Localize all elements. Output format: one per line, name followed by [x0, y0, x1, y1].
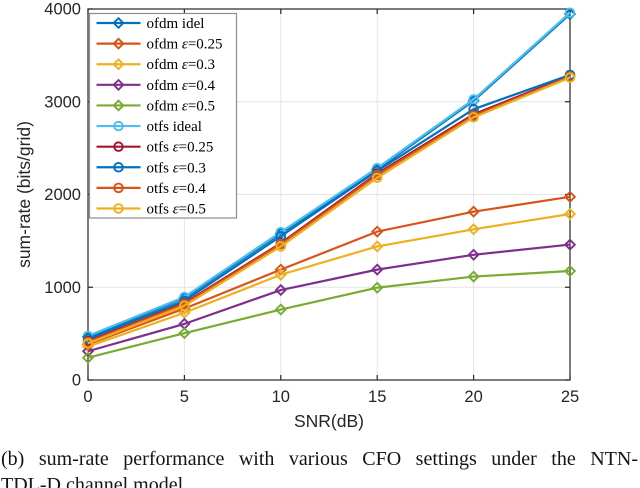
x-tick-label: 10 [272, 388, 290, 406]
figure-caption-line1: (b) sum-rate performance with various CF… [1, 448, 638, 470]
legend-entry: ofdm ε=0.4 [96, 78, 216, 94]
data-point-marker [467, 223, 480, 236]
series-line [87, 11, 571, 337]
legend-entry: otfs ε=0.4 [96, 181, 207, 197]
legend-marker [112, 78, 125, 91]
data-point-marker [371, 225, 384, 238]
data-point-marker [468, 112, 479, 123]
y-tick-label: 1000 [44, 279, 81, 297]
series-ofdm-0.5 [81, 264, 577, 364]
data-point-marker [179, 300, 190, 312]
x-axis-label: SNR(dB) [294, 411, 364, 431]
legend-marker [112, 16, 125, 30]
data-point-marker [467, 205, 480, 218]
x-tick-label: 20 [464, 388, 482, 406]
series-line [87, 269, 571, 359]
sum-rate-chart: 0 5 10 15 20 25 0 1000 2000 3000 4000 SNR(dB) sum-ra… [14, 1, 579, 432]
data-point-marker [275, 241, 287, 252]
x-tick-label: 0 [83, 388, 92, 406]
legend-entry: ofdm idel [96, 16, 205, 32]
y-tick-label: 3000 [44, 93, 81, 111]
data-point-marker [467, 270, 480, 283]
series-otfs-0.5 [82, 72, 576, 349]
legend-marker [112, 99, 125, 112]
legend: ofdm idel ofdm ε=0.25 ofdm ε=0.3 ofdm ε=0.4… [88, 12, 238, 219]
data-point-marker [81, 351, 95, 364]
data-point-marker [563, 207, 577, 221]
data-point-marker [178, 327, 191, 340]
legend-entry: otfs ε=0.25 [96, 140, 214, 156]
legend-box [88, 12, 238, 219]
data-point-marker [274, 303, 287, 316]
legend-marker [112, 37, 125, 50]
y-axis-label: sum-rate (bits/grid) [14, 121, 34, 268]
figure-caption-line2: TDL-D channel model [1, 474, 184, 488]
data-point-marker [81, 345, 95, 358]
legend-entry: otfs ε=0.3 [96, 160, 206, 176]
data-point-marker [467, 248, 480, 261]
series-ofdm-0.3 [81, 207, 577, 353]
legend-label: otfs ε=0.3 [147, 160, 206, 176]
data-point-marker [371, 263, 384, 276]
legend-label: otfs ε=0.5 [147, 202, 206, 218]
data-point-marker [371, 281, 384, 294]
series-line [87, 243, 571, 353]
legend-label: otfs ideal [147, 119, 202, 135]
legend-label: ofdm ε=0.25 [147, 37, 223, 53]
legend-marker [113, 141, 124, 152]
legend-entry: otfs ε=0.5 [96, 202, 206, 218]
data-point-marker [563, 7, 577, 21]
legend-label: ofdm idel [147, 16, 205, 32]
figure-caption: (b) sum-rate performance with various CF… [1, 446, 638, 488]
y-tick-label: 0 [72, 372, 81, 390]
x-tick-label: 25 [561, 388, 579, 406]
data-point-marker [564, 7, 576, 18]
legend-marker [112, 58, 125, 71]
series-line [87, 76, 571, 345]
data-point-marker [563, 264, 577, 278]
legend-entry: ofdm ε=0.3 [96, 57, 216, 73]
data-point-marker [371, 240, 384, 253]
legend-label: otfs ε=0.25 [147, 140, 214, 156]
data-point-marker [82, 338, 94, 349]
legend-label: otfs ε=0.4 [147, 181, 207, 197]
series-line [87, 73, 571, 340]
legend-marker [113, 182, 124, 194]
data-point-marker [563, 190, 577, 203]
data-point-marker [564, 72, 576, 83]
legend-entry: otfs ideal [96, 119, 202, 135]
legend-label: ofdm ε=0.5 [147, 98, 216, 114]
legend-marker [113, 120, 124, 132]
x-tick-label: 5 [180, 388, 189, 406]
data-point-marker [563, 238, 577, 251]
series-line [87, 212, 571, 348]
data-point-marker [371, 172, 383, 184]
data-point-marker [468, 94, 479, 105]
legend-marker [113, 203, 124, 214]
legend-label: ofdm ε=0.4 [147, 78, 216, 94]
legend-entry: ofdm ε=0.25 [96, 37, 223, 53]
legend-label: ofdm ε=0.3 [147, 57, 216, 73]
y-tick-label: 4000 [44, 1, 81, 19]
data-point-marker [274, 268, 287, 281]
legend-entry: ofdm ε=0.5 [96, 98, 216, 114]
data-point-marker [274, 283, 287, 297]
x-tick-label: 15 [368, 388, 386, 406]
y-tick-label: 2000 [44, 186, 81, 204]
data-point-marker [178, 306, 191, 319]
series-line [87, 195, 571, 346]
legend-marker [113, 162, 124, 173]
series-line [87, 75, 571, 343]
